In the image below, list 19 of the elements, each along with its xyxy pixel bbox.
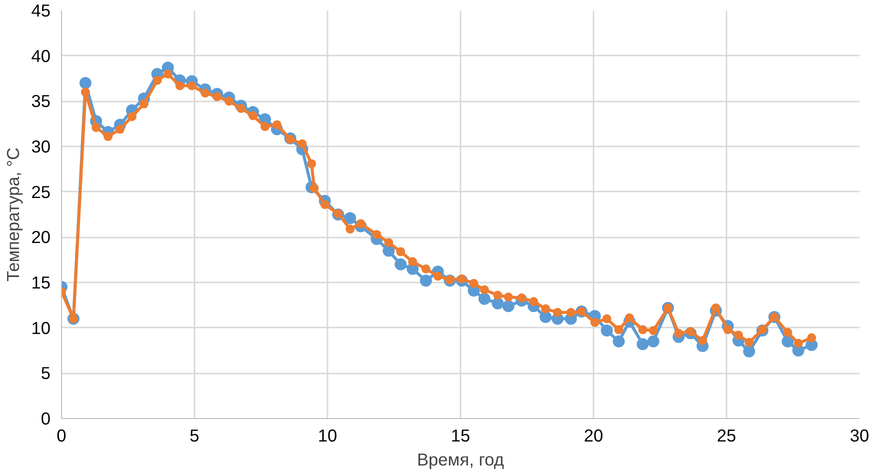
y-tick-label: 10: [31, 318, 51, 338]
y-axis-title: Температура, °C: [3, 147, 24, 282]
y-tick-label: 0: [40, 408, 51, 428]
y-tick-label: 20: [31, 227, 51, 248]
y-tick-label: 45: [31, 0, 51, 20]
x-tick-label: 0: [56, 426, 66, 446]
x-tick-label: 20: [584, 426, 604, 446]
y-tick-label: 35: [31, 91, 51, 112]
y-tick-label: 25: [31, 182, 51, 202]
x-tick-label: 25: [716, 426, 736, 446]
y-tick-label: 30: [31, 136, 51, 156]
y-tick-label: 15: [31, 272, 51, 292]
x-tick-label: 5: [190, 426, 200, 446]
x-tick-label: 15: [450, 426, 470, 446]
x-tick-label: 10: [318, 426, 338, 446]
x-tick-label: 30: [850, 426, 870, 446]
x-axis-title: Время, год: [416, 450, 504, 470]
y-tick-label: 40: [31, 46, 51, 66]
y-tick-label: 5: [40, 363, 51, 384]
